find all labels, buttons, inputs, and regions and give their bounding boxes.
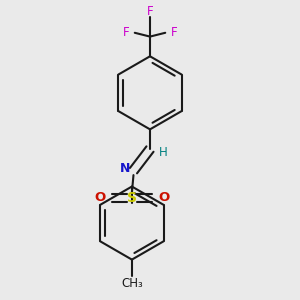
- Text: O: O: [94, 191, 106, 204]
- Text: F: F: [122, 26, 129, 39]
- Text: CH₃: CH₃: [121, 277, 143, 290]
- Text: F: F: [147, 5, 153, 18]
- Text: H: H: [159, 146, 168, 159]
- Text: F: F: [171, 26, 178, 39]
- Text: O: O: [158, 191, 169, 204]
- Text: N: N: [120, 162, 131, 175]
- Text: S: S: [127, 191, 137, 205]
